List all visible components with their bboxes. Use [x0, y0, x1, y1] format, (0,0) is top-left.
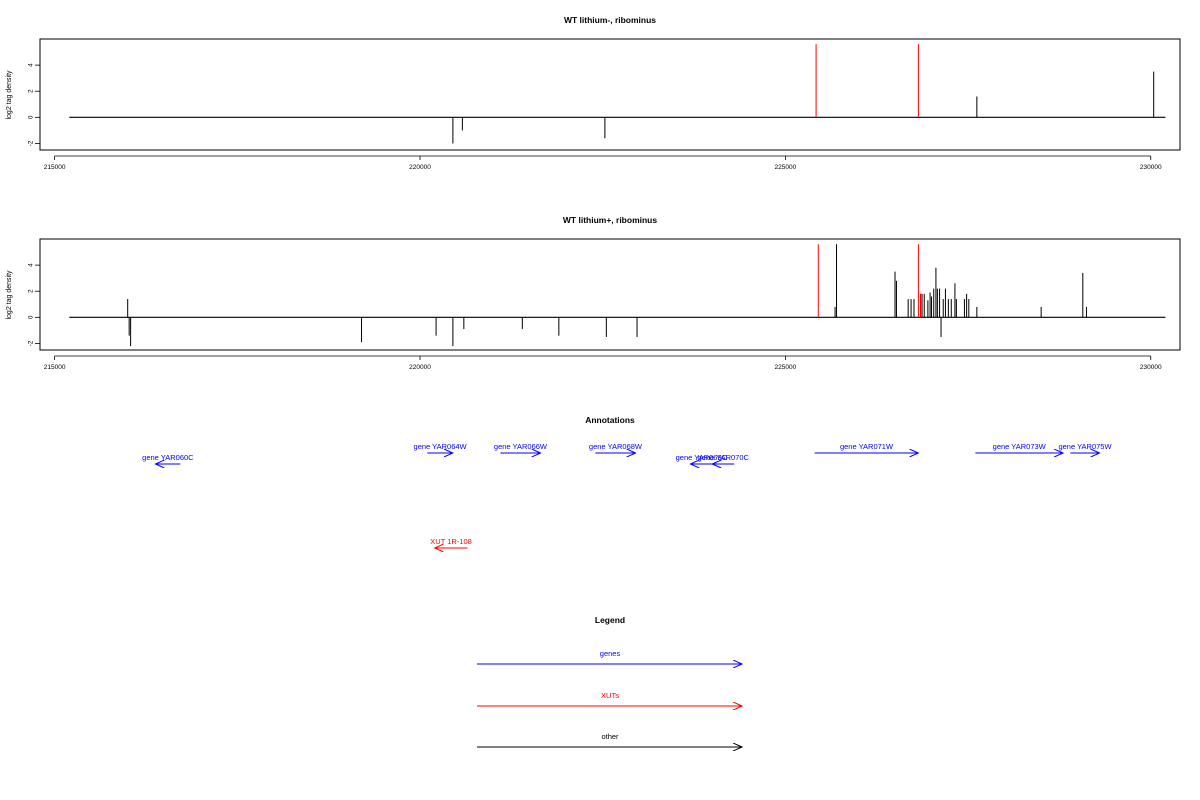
panel-2-ylabel: log2 tag density: [6, 270, 13, 320]
panel-1-marks: [69, 44, 1166, 144]
x-tick-label: 225000: [775, 164, 797, 171]
gene-label: gene YAR070C: [698, 453, 750, 462]
y-tick-label: -2: [28, 340, 35, 346]
y-tick-label: 0: [28, 315, 35, 319]
panel-2-marks: [69, 244, 1166, 347]
gene-label: gene YAR075W: [1058, 442, 1112, 451]
y-tick-label: 0: [28, 115, 35, 119]
gene-label: gene YAR073W: [993, 442, 1047, 451]
y-tick-label: 2: [28, 89, 35, 93]
x-tick-label: 220000: [409, 164, 431, 171]
legend-label: XUTs: [601, 691, 619, 700]
panel-1-title: WT lithium-, ribominus: [564, 15, 656, 25]
y-tick-label: 2: [28, 289, 35, 293]
gene-label: gene YAR066W: [494, 442, 548, 451]
panel-1-axes: -2 0 2 4 215000 220000 225000 230000: [28, 63, 1162, 171]
x-tick-label: 230000: [1140, 164, 1162, 171]
y-tick-label: 4: [28, 63, 35, 67]
panel-1-ylabel: log2 tag density: [6, 70, 13, 120]
annotations-title: Annotations: [585, 415, 635, 425]
x-tick-label: 230000: [1140, 364, 1162, 371]
panel-2-title: WT lithium+, ribominus: [563, 215, 657, 225]
y-tick-label: 4: [28, 263, 35, 267]
gene-label: gene YAR069C: [676, 453, 728, 462]
panel-1-frame: [39, 38, 1181, 151]
legend-title: Legend: [595, 615, 625, 625]
gene-label: gene YAR064W: [414, 442, 468, 451]
annotation-features: gene YAR060C gene YAR064W gene YAR066W gene…: [142, 442, 1112, 548]
x-tick-label: 225000: [775, 364, 797, 371]
legend-items: genes XUTs other: [477, 649, 742, 747]
x-tick-label: 215000: [44, 164, 66, 171]
track-panel-1: WT lithium-, ribominus log2 tag density …: [6, 15, 1181, 171]
y-tick-label: -2: [28, 140, 35, 146]
panel-2-frame: [39, 238, 1181, 351]
gene-label: gene YAR071W: [840, 442, 894, 451]
gene-label: gene YAR060C: [142, 453, 194, 462]
legend-panel: Legend genes XUTs other: [477, 615, 742, 747]
legend-label: genes: [600, 649, 621, 658]
track-panel-2: WT lithium+, ribominus log2 tag density …: [6, 215, 1181, 371]
x-tick-label: 220000: [409, 364, 431, 371]
gene-label: gene YAR068W: [589, 442, 643, 451]
panel-2-axes: -2 0 2 4 215000 220000 225000 230000: [28, 263, 1162, 371]
x-tick-label: 215000: [44, 364, 66, 371]
xut-label: XUT 1R-108: [430, 537, 472, 546]
legend-label: other: [601, 732, 619, 741]
